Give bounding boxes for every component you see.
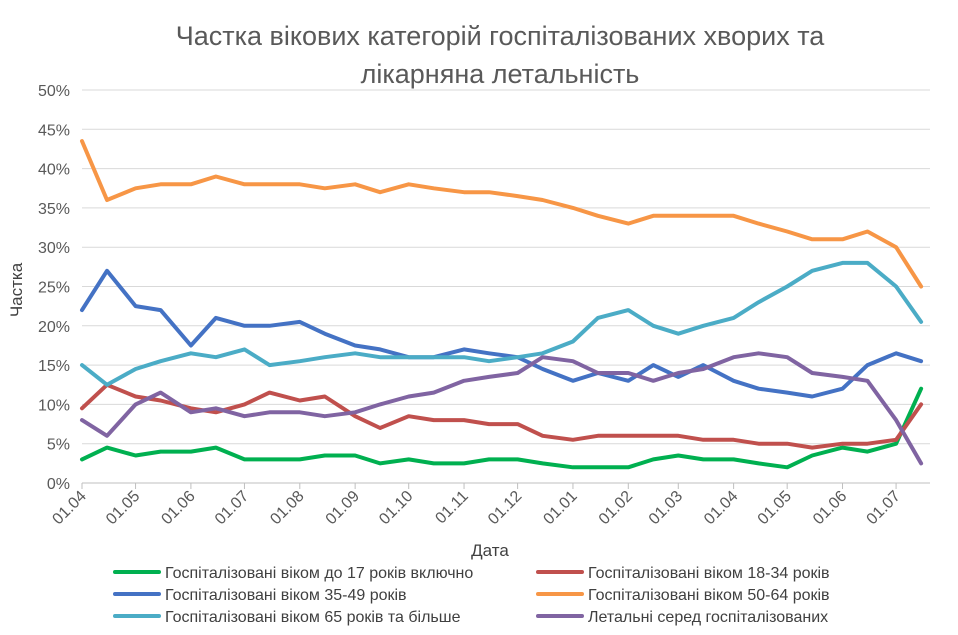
x-tick-label: 01.01 — [540, 488, 580, 528]
legend-label: Госпіталізовані віком 50-64 років — [588, 587, 830, 604]
legend-label: Летальні серед госпіталізованих — [588, 609, 828, 626]
x-tick-label: 01.07 — [212, 488, 252, 528]
x-axis-ticks: 01.04 01.05 01.06 01.07 01.08 01.09 01.10 01.11… — [49, 483, 904, 528]
series-line-6 — [80, 351, 924, 466]
x-tick-label: 01.08 — [267, 488, 307, 528]
legend: Госпіталізовані віком до 17 років включн… — [113, 565, 830, 626]
y-tick-label: 20% — [38, 319, 70, 336]
legend-label: Госпіталізовані віком до 17 років включн… — [165, 565, 473, 582]
y-tick-label: 40% — [38, 162, 70, 179]
x-tick-label: 01.07 — [864, 488, 904, 528]
y-tick-label: 25% — [38, 280, 70, 297]
x-tick-label: 01.05 — [103, 488, 143, 528]
x-tick-label: 01.11 — [432, 488, 472, 528]
y-axis-title: Частка — [7, 262, 26, 317]
y-tick-label: 45% — [38, 122, 70, 139]
series-lines — [80, 139, 924, 470]
series-line-3 — [80, 268, 924, 399]
y-tick-label: 10% — [38, 397, 70, 414]
y-tick-label: 15% — [38, 358, 70, 375]
x-tick-label: 01.12 — [485, 488, 525, 528]
legend-label: Госпіталізовані віком 35-49 років — [165, 587, 407, 604]
chart-title-line-2: лікарняна летальність — [361, 59, 640, 89]
x-tick-label: 01.09 — [323, 488, 363, 528]
chart-title-line-1: Частка вікових категорій госпіталізовани… — [176, 21, 826, 51]
y-tick-label: 35% — [38, 201, 70, 218]
y-tick-label: 0% — [47, 476, 70, 493]
x-tick-label: 01.03 — [646, 488, 686, 528]
x-tick-label: 01.05 — [755, 488, 795, 528]
x-tick-label: 01.02 — [596, 488, 636, 528]
legend-label: Госпіталізовані віком 65 років та більше — [165, 609, 461, 626]
x-tick-label: 01.10 — [376, 488, 416, 528]
x-tick-label: 01.06 — [158, 488, 198, 528]
y-tick-label: 5% — [47, 437, 70, 454]
series-line-1 — [80, 386, 924, 470]
x-tick-label: 01.04 — [49, 488, 89, 528]
series-line-5 — [80, 260, 924, 387]
x-tick-label: 01.04 — [701, 488, 741, 528]
y-tick-label: 30% — [38, 240, 70, 257]
legend-label: Госпіталізовані віком 18-34 років — [588, 565, 830, 582]
gridlines — [82, 89, 930, 484]
x-tick-label: 01.06 — [810, 488, 850, 528]
y-tick-label: 50% — [38, 83, 70, 100]
x-axis-title: Дата — [471, 541, 509, 560]
y-axis-ticks: 0% 5% 10% 15% 20% 25% 30% 35% 40% 45% 50% — [38, 83, 70, 493]
series-line-4 — [80, 139, 924, 289]
